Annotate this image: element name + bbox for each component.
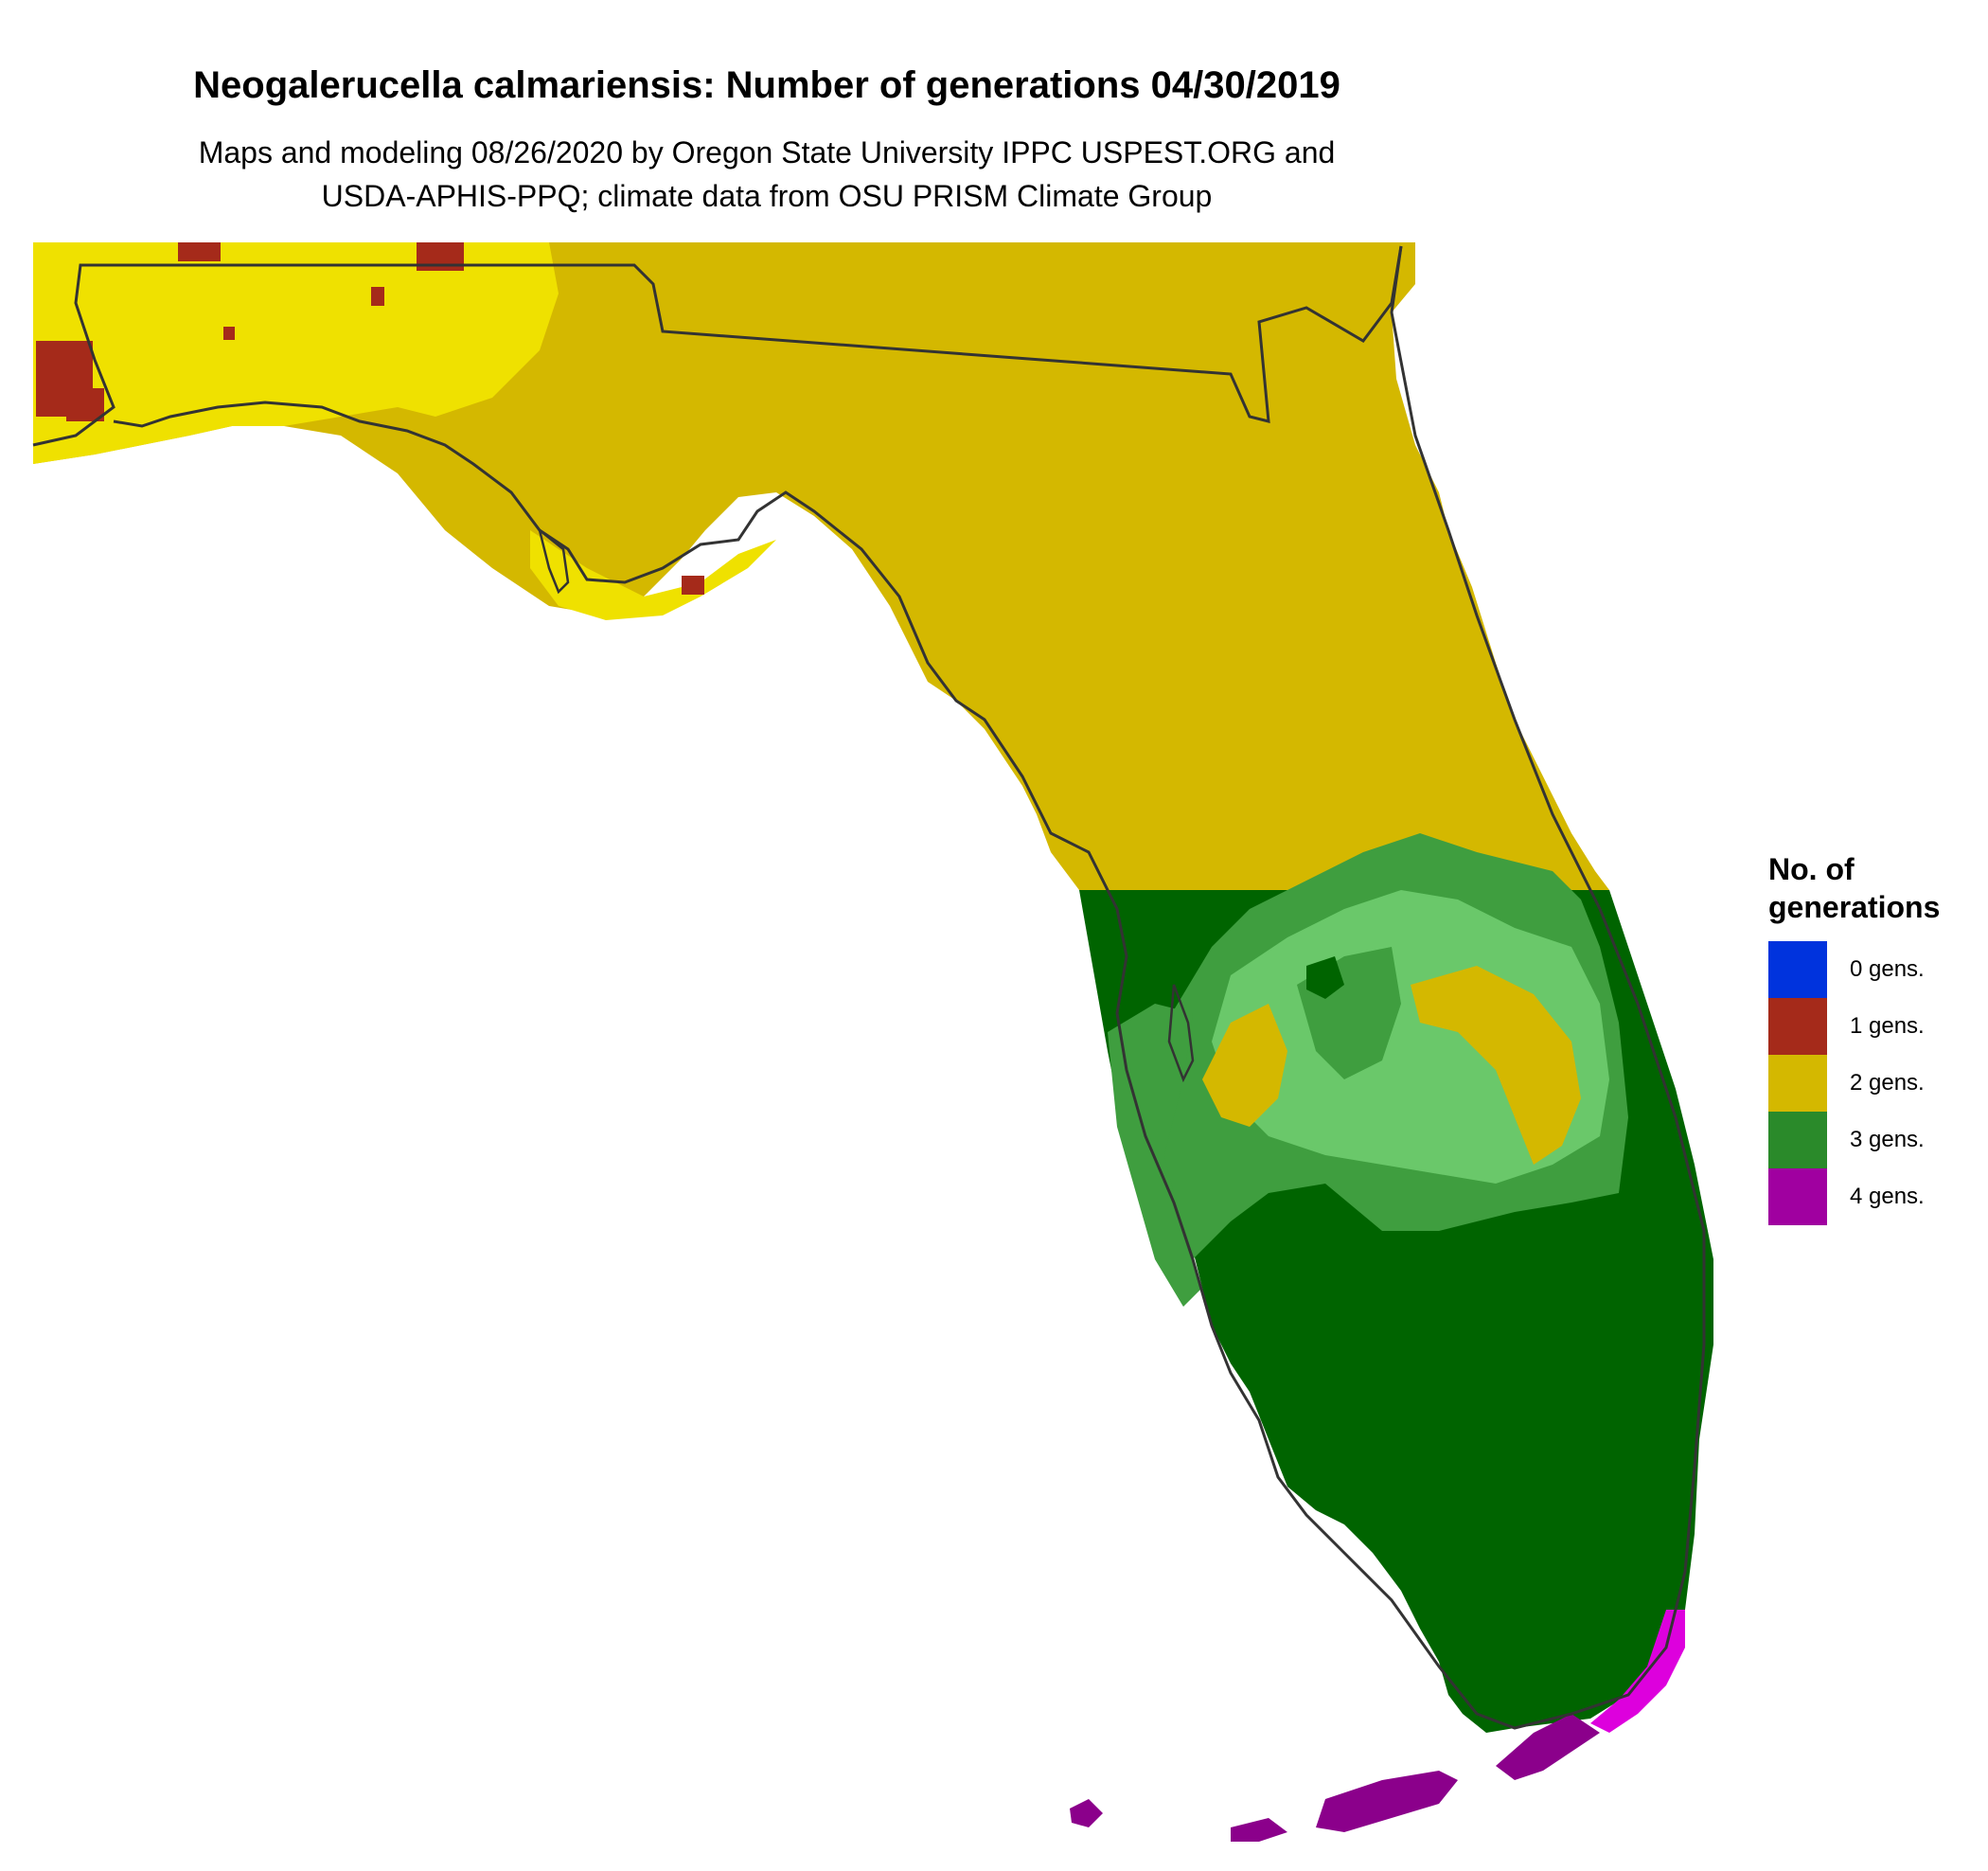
western-panhandle-light bbox=[33, 242, 559, 464]
legend-item: 0 gens. bbox=[1768, 941, 1940, 998]
one-gen-spot-7 bbox=[682, 576, 704, 595]
legend-swatch bbox=[1768, 998, 1827, 1055]
peninsula-coastline bbox=[113, 245, 1706, 1730]
legend-swatch bbox=[1768, 1168, 1827, 1225]
legend-label: 3 gens. bbox=[1850, 1127, 1925, 1152]
one-gen-spot-4 bbox=[66, 388, 104, 421]
legend-item: 2 gens. bbox=[1768, 1055, 1940, 1112]
one-gen-spot-2 bbox=[178, 242, 221, 261]
dry-tortugas-purple bbox=[1070, 1799, 1103, 1827]
legend-title: No. of generations bbox=[1768, 850, 1940, 926]
legend-label: 2 gens. bbox=[1850, 1070, 1925, 1096]
legend-label: 1 gens. bbox=[1850, 1013, 1925, 1039]
middle-keys-purple bbox=[1496, 1714, 1600, 1780]
map-subtitle: Maps and modeling 08/26/2020 by Oregon S… bbox=[0, 131, 1534, 218]
state-border-line bbox=[32, 245, 1403, 447]
dark-green-spot bbox=[1306, 956, 1344, 999]
map-title: Neogalerucella calmariensis: Number of g… bbox=[193, 64, 1340, 106]
one-gen-spot-5 bbox=[371, 287, 384, 306]
legend-items: 0 gens. 1 gens. 2 gens. 3 gens. 4 gens. bbox=[1768, 941, 1940, 1225]
coast-light-band bbox=[530, 530, 776, 620]
legend-title-line-1: No. of bbox=[1768, 852, 1855, 886]
key-west-purple bbox=[1231, 1818, 1287, 1842]
legend-title-line-2: generations bbox=[1768, 890, 1941, 924]
central-two-gens-intrusion bbox=[1202, 1004, 1287, 1127]
legend-item: 4 gens. bbox=[1768, 1168, 1940, 1225]
light-green-patch bbox=[1212, 890, 1609, 1184]
central-two-gens-east bbox=[1411, 966, 1581, 1165]
legend-swatch bbox=[1768, 941, 1827, 998]
subtitle-line-2: USDA-APHIS-PPQ; climate data from OSU PR… bbox=[321, 179, 1213, 213]
legend: No. of generations 0 gens. 1 gens. 2 gens.… bbox=[1768, 850, 1940, 1225]
legend-item: 1 gens. bbox=[1768, 998, 1940, 1055]
upper-keys-magenta bbox=[1590, 1610, 1685, 1733]
tampa-bay-outline bbox=[1167, 984, 1195, 1083]
legend-swatch bbox=[1768, 1112, 1827, 1168]
lower-keys-purple bbox=[1316, 1771, 1458, 1832]
apalachicola-bay-outline bbox=[537, 526, 570, 595]
subtitle-line-1: Maps and modeling 08/26/2020 by Oregon S… bbox=[198, 135, 1336, 169]
legend-item: 3 gens. bbox=[1768, 1112, 1940, 1168]
legend-label: 0 gens. bbox=[1850, 956, 1925, 982]
legend-label: 4 gens. bbox=[1850, 1184, 1925, 1209]
legend-swatch bbox=[1768, 1055, 1827, 1112]
one-gen-spot-6 bbox=[223, 327, 235, 340]
